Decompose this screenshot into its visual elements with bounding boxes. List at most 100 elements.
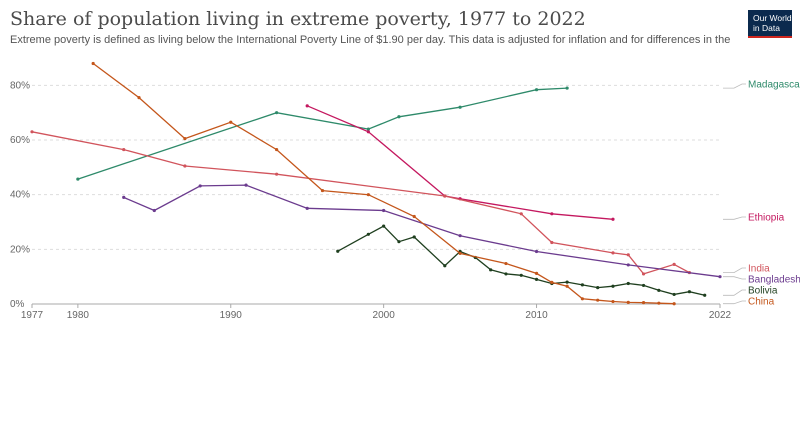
data-point[interactable] <box>122 147 126 152</box>
data-point[interactable] <box>565 284 569 288</box>
data-point[interactable] <box>534 88 539 92</box>
data-point[interactable] <box>550 280 554 285</box>
label-leader-line <box>723 83 746 89</box>
data-point[interactable] <box>641 301 646 305</box>
series-china[interactable] <box>91 61 676 306</box>
data-point[interactable] <box>275 111 279 115</box>
data-point[interactable] <box>198 184 202 188</box>
data-point[interactable] <box>718 275 722 279</box>
x-tick-label: 2022 <box>709 310 732 321</box>
label-leader-line <box>723 276 746 280</box>
data-point[interactable] <box>275 172 279 176</box>
data-point[interactable] <box>229 120 233 124</box>
data-point[interactable] <box>626 263 630 267</box>
data-point[interactable] <box>122 195 126 199</box>
data-point[interactable] <box>397 115 401 119</box>
data-point[interactable] <box>412 214 416 219</box>
grid-lines <box>32 84 720 305</box>
data-point[interactable] <box>596 298 600 302</box>
data-point[interactable] <box>320 188 325 193</box>
data-point[interactable] <box>504 261 508 266</box>
data-point[interactable] <box>641 283 646 288</box>
data-point[interactable] <box>137 96 141 100</box>
data-point[interactable] <box>672 302 676 306</box>
data-point[interactable] <box>305 206 309 210</box>
series-line[interactable] <box>123 184 721 278</box>
data-point[interactable] <box>565 280 569 284</box>
data-point[interactable] <box>596 286 600 290</box>
data-point[interactable] <box>687 290 692 294</box>
data-point[interactable] <box>534 277 539 281</box>
data-point[interactable] <box>626 281 630 286</box>
series-bangladesh[interactable] <box>122 183 722 279</box>
data-point[interactable] <box>641 272 646 276</box>
data-point[interactable] <box>458 234 462 238</box>
data-point[interactable] <box>657 301 661 305</box>
data-point[interactable] <box>366 232 370 236</box>
data-point[interactable] <box>30 130 34 134</box>
data-point[interactable] <box>534 249 539 254</box>
data-point[interactable] <box>580 297 585 301</box>
data-point[interactable] <box>611 299 615 304</box>
data-point[interactable] <box>550 212 554 216</box>
series-line[interactable] <box>306 105 614 220</box>
series-label-ethiopia[interactable]: Ethiopia <box>748 213 785 224</box>
data-point[interactable] <box>458 251 462 256</box>
data-point[interactable] <box>244 183 248 187</box>
data-point[interactable] <box>366 127 370 131</box>
label-leader-line <box>723 267 746 273</box>
data-point[interactable] <box>91 61 95 66</box>
series-india[interactable] <box>30 130 692 276</box>
y-tick-label: 80% <box>10 80 30 91</box>
data-point[interactable] <box>183 164 187 168</box>
data-point[interactable] <box>412 235 416 239</box>
data-point[interactable] <box>611 284 615 288</box>
data-point[interactable] <box>611 251 615 255</box>
data-point[interactable] <box>565 86 569 90</box>
data-point[interactable] <box>397 240 401 244</box>
data-point[interactable] <box>305 104 309 108</box>
data-point[interactable] <box>534 271 539 275</box>
data-point[interactable] <box>703 293 707 297</box>
data-point[interactable] <box>504 272 508 276</box>
series-bolivia[interactable] <box>336 224 707 297</box>
series-label-china[interactable]: China <box>748 297 775 308</box>
data-point[interactable] <box>336 249 340 253</box>
series-label-madagascar[interactable]: Madagascar <box>748 80 800 91</box>
data-point[interactable] <box>443 194 447 198</box>
data-point[interactable] <box>519 212 523 216</box>
data-point[interactable] <box>275 147 279 152</box>
x-tick-label: 1980 <box>67 310 90 321</box>
data-point[interactable] <box>519 273 523 277</box>
series-ethiopia[interactable] <box>305 104 615 221</box>
data-point[interactable] <box>366 193 370 197</box>
data-point[interactable] <box>382 224 386 228</box>
data-point[interactable] <box>550 240 554 245</box>
data-point[interactable] <box>626 253 630 257</box>
series-label-bolivia[interactable]: Bolivia <box>748 286 778 297</box>
data-point[interactable] <box>626 300 630 304</box>
series-line[interactable] <box>337 225 705 296</box>
data-point[interactable] <box>76 177 80 181</box>
series-label-bangladesh[interactable]: Bangladesh <box>748 275 800 286</box>
chart-subtitle: Extreme poverty is defined as living bel… <box>10 34 730 46</box>
data-point[interactable] <box>443 264 447 268</box>
data-point[interactable] <box>183 137 187 141</box>
owid-logo[interactable]: Our World in Data <box>748 10 792 38</box>
data-point[interactable] <box>366 130 370 134</box>
series-labels: Madagascar Ethiopia IndiaBangladeshBolivia… <box>723 80 800 308</box>
data-point[interactable] <box>458 105 462 109</box>
data-point[interactable] <box>672 262 676 266</box>
series-line[interactable] <box>31 131 690 275</box>
series-line[interactable] <box>77 87 568 180</box>
data-point[interactable] <box>489 268 493 272</box>
series-line[interactable] <box>92 62 675 305</box>
series-label-india[interactable]: India <box>748 264 770 275</box>
data-point[interactable] <box>657 288 661 292</box>
data-point[interactable] <box>611 217 615 221</box>
data-point[interactable] <box>382 208 386 213</box>
series-madagascar[interactable] <box>76 86 569 181</box>
data-point[interactable] <box>580 283 585 287</box>
data-point[interactable] <box>672 292 676 297</box>
data-point[interactable] <box>152 208 156 213</box>
